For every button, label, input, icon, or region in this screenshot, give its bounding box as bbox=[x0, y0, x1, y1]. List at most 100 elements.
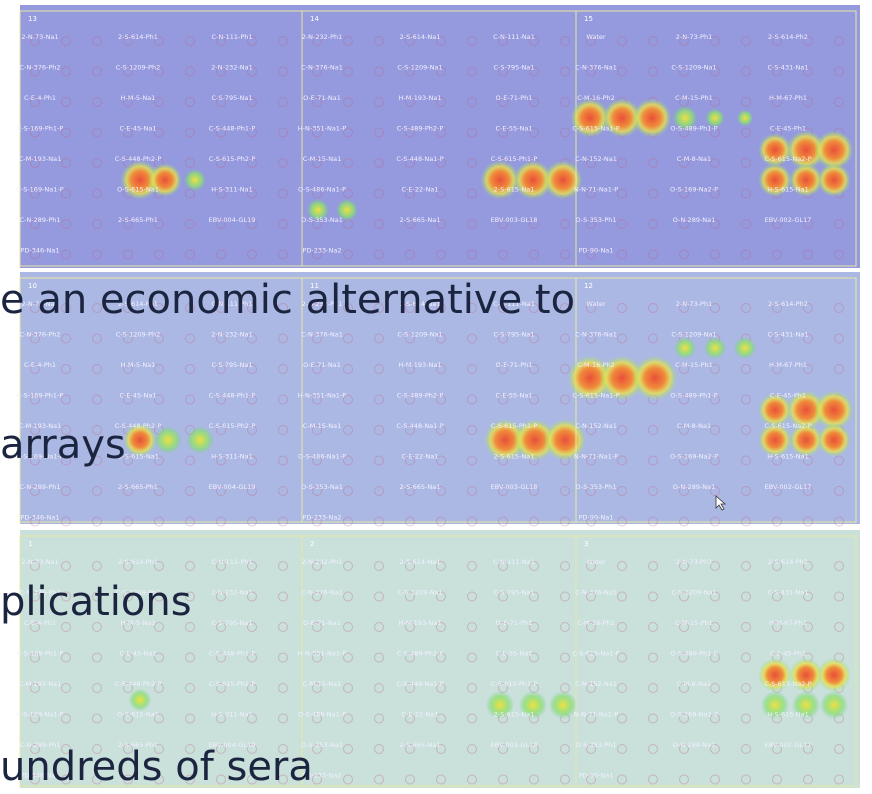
spot bbox=[216, 36, 226, 46]
spot bbox=[772, 303, 782, 313]
spot bbox=[405, 744, 415, 754]
spot-label: H-S-311-Na1 bbox=[211, 186, 252, 194]
panel-frame bbox=[575, 10, 857, 267]
spot bbox=[617, 774, 627, 785]
spot-label: H-M-193-Na1 bbox=[399, 619, 442, 627]
spot bbox=[648, 425, 658, 435]
spot bbox=[216, 158, 226, 168]
spot bbox=[741, 744, 751, 754]
spot bbox=[586, 561, 596, 571]
spot bbox=[92, 127, 102, 138]
spot bbox=[154, 97, 164, 107]
spot-label: C-S-448-Na1-P bbox=[396, 155, 443, 163]
signal-spot bbox=[789, 163, 823, 197]
spot-label: C-S-169-Ph1-P bbox=[17, 392, 64, 400]
spot bbox=[278, 158, 288, 168]
spot-label: 2-N-73-Ph1 bbox=[676, 558, 712, 566]
spot-label: C-N-152-Na1 bbox=[575, 155, 617, 163]
spot-label: C-S-431-Na1 bbox=[767, 64, 808, 72]
spot bbox=[586, 158, 596, 168]
spot bbox=[436, 333, 446, 344]
spot bbox=[185, 744, 195, 754]
spot-label: C-S-489-Ph2-P bbox=[397, 125, 444, 133]
spot-label: O-N-289-Na1 bbox=[673, 483, 716, 491]
spot-label: C-N-289-Ph1 bbox=[19, 741, 60, 749]
spot bbox=[343, 249, 353, 260]
spot bbox=[278, 249, 288, 260]
spot bbox=[247, 127, 257, 138]
signal-spot bbox=[758, 163, 792, 197]
spot bbox=[586, 516, 596, 527]
spot bbox=[312, 188, 322, 199]
spot bbox=[710, 455, 720, 466]
spot-label: C-S-431-Na1 bbox=[767, 589, 808, 597]
spot-label: C-N-111-Ph1 bbox=[211, 33, 252, 41]
spot-label: C-M-16-Ph2 bbox=[577, 94, 615, 102]
spot bbox=[648, 188, 658, 199]
spot bbox=[343, 188, 353, 199]
spot-label: O-S-353-Ph1 bbox=[575, 216, 616, 224]
spot bbox=[216, 455, 226, 466]
spot-label: EBV-004-GL19 bbox=[209, 741, 256, 749]
spot bbox=[154, 561, 164, 571]
spot bbox=[185, 249, 195, 260]
spot bbox=[803, 744, 813, 754]
cursor bbox=[715, 495, 727, 511]
spot bbox=[436, 158, 446, 168]
spot-label: C-S-1209-Ph2 bbox=[116, 589, 160, 597]
signal-spot bbox=[186, 426, 214, 454]
spot-label: C-M-16-Ph2 bbox=[577, 361, 615, 369]
signal-spot bbox=[513, 160, 553, 200]
spot-label: C-N-376-Ph2 bbox=[19, 64, 60, 72]
spot bbox=[185, 622, 195, 632]
spot bbox=[710, 561, 720, 571]
spot-label: H-M-193-Na1 bbox=[399, 94, 442, 102]
spot-label: C-N-376-Na1 bbox=[575, 331, 617, 339]
spot bbox=[278, 774, 288, 785]
spot bbox=[61, 561, 71, 571]
spot bbox=[92, 303, 102, 313]
spot bbox=[247, 97, 257, 107]
spot bbox=[154, 486, 164, 496]
spot bbox=[343, 591, 353, 602]
spot bbox=[710, 774, 720, 785]
spot bbox=[741, 188, 751, 199]
signal-spot bbox=[306, 198, 330, 222]
spot-label: O-E-71-Na1 bbox=[303, 619, 341, 627]
spot bbox=[247, 219, 257, 229]
spot bbox=[312, 561, 322, 571]
spot bbox=[61, 394, 71, 405]
spot bbox=[92, 36, 102, 46]
spot-label: H-S-615-Na1 bbox=[767, 453, 808, 461]
spot-label: EBV-004-GL19 bbox=[209, 216, 256, 224]
spot-label: 2-S-665-Ph1 bbox=[118, 741, 158, 749]
spot-label: C-S-169-Ph1-P bbox=[17, 125, 64, 133]
spot bbox=[247, 622, 257, 632]
spot-label: H-M-193-Na1 bbox=[399, 361, 442, 369]
spot bbox=[61, 516, 71, 527]
spot bbox=[529, 97, 539, 107]
slide-line: arrays bbox=[0, 422, 126, 468]
spot bbox=[30, 219, 40, 229]
spot bbox=[154, 303, 164, 313]
spot bbox=[803, 774, 813, 785]
spot bbox=[560, 333, 570, 344]
spot bbox=[679, 219, 689, 229]
spot bbox=[834, 364, 844, 374]
signal-spot bbox=[335, 198, 359, 222]
spot bbox=[61, 486, 71, 496]
spot bbox=[710, 425, 720, 435]
band-background bbox=[20, 5, 860, 268]
spot bbox=[216, 516, 226, 527]
spot bbox=[741, 425, 751, 435]
spot bbox=[30, 188, 40, 199]
spot bbox=[679, 486, 689, 496]
spot bbox=[92, 591, 102, 602]
spot-label: C-S-615-Ph1-P bbox=[491, 680, 538, 688]
spot bbox=[278, 303, 288, 313]
spot bbox=[436, 486, 446, 496]
spot bbox=[61, 158, 71, 168]
spot bbox=[92, 744, 102, 754]
spot bbox=[30, 36, 40, 46]
spot bbox=[343, 486, 353, 496]
